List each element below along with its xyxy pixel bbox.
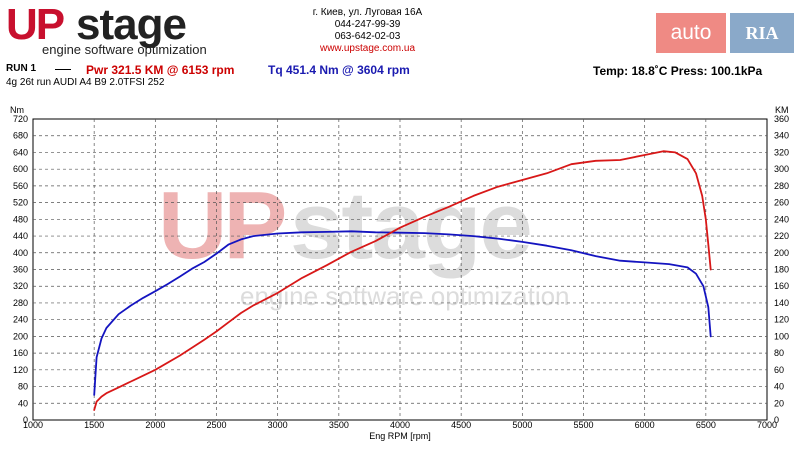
watermark-stage: stage xyxy=(290,172,531,279)
watermark-up: UP xyxy=(158,172,284,279)
contact-block: г. Киев, ул. Луговая 16А 044-247-99-39 0… xyxy=(280,7,455,55)
y-right-tick-label: 60 xyxy=(774,365,784,375)
x-axis: 1000 1500 2000 2500 3000 3500 4000 4500 5000 5500… xyxy=(23,420,777,430)
x-tick-label: 6000 xyxy=(635,420,655,430)
y-left-tick-label: 0 xyxy=(23,415,28,425)
y-left-tick-label: 40 xyxy=(18,398,28,408)
y-left-tick-label: 80 xyxy=(18,382,28,392)
y-right-tick-label: 160 xyxy=(774,281,789,291)
x-tick-label: 5500 xyxy=(573,420,593,430)
logo-stage-text: stage xyxy=(76,0,187,49)
y-left-tick-label: 680 xyxy=(13,131,28,141)
x-tick-label: 4000 xyxy=(390,420,410,430)
y-left-tick-label: 480 xyxy=(13,214,28,224)
y-left-tick-label: 600 xyxy=(13,164,28,174)
phone-2: 063-642-02-03 xyxy=(334,31,401,42)
y-right-tick-label: 320 xyxy=(774,147,789,157)
left-axis-unit: Nm xyxy=(10,105,24,115)
y-left-tick-label: 200 xyxy=(13,331,28,341)
y-right-tick-label: 340 xyxy=(774,131,789,141)
ria-auto-text: auto xyxy=(656,13,726,53)
y-left-tick-label: 320 xyxy=(13,281,28,291)
x-tick-label: 5000 xyxy=(512,420,532,430)
y-left-tick-label: 160 xyxy=(13,348,28,358)
series-line-pwr xyxy=(93,150,712,411)
x-axis-label: Eng RPM [rpm] xyxy=(369,431,431,441)
y-right-tick-label: 0 xyxy=(774,415,779,425)
y-right-tick-label: 20 xyxy=(774,398,784,408)
y-left-tick-label: 520 xyxy=(13,198,28,208)
y-right-tick-label: 280 xyxy=(774,181,789,191)
y-left-tick-label: 560 xyxy=(13,181,28,191)
ria-box: RIA xyxy=(730,13,794,53)
y-right-tick-label: 80 xyxy=(774,348,784,358)
x-tick-label: 2500 xyxy=(206,420,226,430)
y-left-tick-label: 120 xyxy=(13,365,28,375)
y-left-tick-label: 360 xyxy=(13,265,28,275)
y-left-tick-label: 440 xyxy=(13,231,28,241)
y-right-tick-label: 220 xyxy=(774,231,789,241)
x-tick-label: 3000 xyxy=(268,420,288,430)
y-right-tick-label: 40 xyxy=(774,382,784,392)
power-summary: Pwr 321.5 KM @ 6153 rpm xyxy=(86,63,235,77)
torque-summary: Tq 451.4 Nm @ 3604 rpm xyxy=(268,63,410,77)
vehicle-description: 4g 26t run AUDI A4 B9 2.0TFSI 252 xyxy=(6,77,165,88)
conditions-readout: Temp: 18.8˚C Press: 100.1kPa xyxy=(593,64,763,78)
y-right-tick-label: 300 xyxy=(774,164,789,174)
x-tick-label: 1000 xyxy=(23,420,43,430)
x-tick-label: 3500 xyxy=(329,420,349,430)
y-left-tick-label: 400 xyxy=(13,248,28,258)
address: г. Киев, ул. Луговая 16А xyxy=(312,7,423,18)
x-tick-label: 4500 xyxy=(451,420,471,430)
left-axis: 0 40 80 120 160 200 240 280 320 360 400 440 480 520 56… xyxy=(13,114,28,425)
run-legend-line xyxy=(55,69,71,70)
x-tick-label: 7000 xyxy=(757,420,777,430)
run-label: RUN 1 xyxy=(6,63,37,74)
logo-up-text: UP xyxy=(6,0,65,49)
series-line-tq xyxy=(93,230,712,396)
grid xyxy=(33,119,767,420)
website-link[interactable]: www.upstage.com.ua xyxy=(319,43,416,54)
x-tick-label: 2000 xyxy=(145,420,165,430)
series-lines xyxy=(93,150,712,411)
y-right-tick-label: 180 xyxy=(774,265,789,275)
x-tick-label: 1500 xyxy=(84,420,104,430)
right-axis: 0 20 40 60 80 100 120 140 160 180 200 220 240 260 280 3… xyxy=(774,114,789,425)
y-right-tick-label: 260 xyxy=(774,198,789,208)
phone-1: 044-247-99-39 xyxy=(334,19,401,30)
logo-tagline: engine software optimization xyxy=(42,42,207,57)
y-right-tick-label: 120 xyxy=(774,315,789,325)
y-right-tick-label: 240 xyxy=(774,214,789,224)
y-right-tick-label: 100 xyxy=(774,331,789,341)
watermark: UP stage engine software optimization xyxy=(158,172,570,311)
right-axis-unit: KM xyxy=(775,105,789,115)
upstage-logo: UP stage engine software optimization xyxy=(6,2,256,60)
y-right-tick-label: 140 xyxy=(774,298,789,308)
ria-text: RIA xyxy=(745,23,779,43)
y-left-tick-label: 280 xyxy=(13,298,28,308)
y-left-tick-label: 240 xyxy=(13,315,28,325)
x-tick-label: 6500 xyxy=(696,420,716,430)
y-left-tick-label: 720 xyxy=(13,114,28,124)
y-left-tick-label: 640 xyxy=(13,147,28,157)
y-right-tick-label: 200 xyxy=(774,248,789,258)
auto-ria-logo: auto RIA xyxy=(656,13,794,53)
y-right-tick-label: 360 xyxy=(774,114,789,124)
